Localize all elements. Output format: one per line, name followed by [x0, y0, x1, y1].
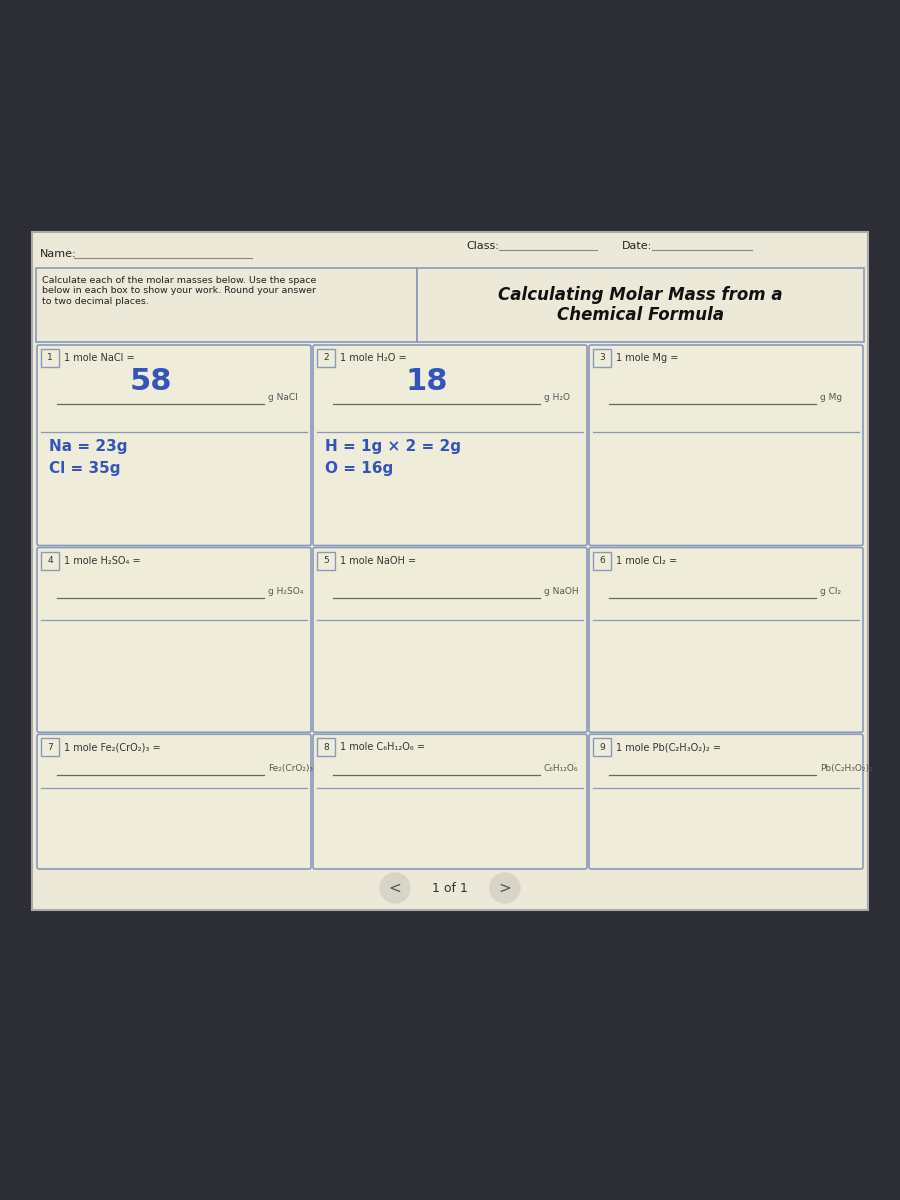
Text: >: > — [499, 881, 511, 895]
Text: 1 mole Pb(C₂H₃O₂)₂ =: 1 mole Pb(C₂H₃O₂)₂ = — [616, 743, 721, 752]
Text: 18: 18 — [405, 367, 448, 396]
Text: 4: 4 — [47, 556, 53, 565]
Text: 2: 2 — [323, 354, 328, 362]
Bar — [41, 349, 59, 367]
Text: g Mg: g Mg — [820, 392, 842, 402]
Bar — [36, 268, 417, 342]
Bar — [32, 232, 868, 910]
FancyBboxPatch shape — [313, 734, 587, 869]
Text: g NaCl: g NaCl — [268, 392, 298, 402]
Text: 1 mole NaCl =: 1 mole NaCl = — [64, 353, 135, 362]
Text: g H₂SO₄: g H₂SO₄ — [268, 588, 303, 596]
Text: Name:: Name: — [40, 248, 76, 259]
Text: 1 mole NaOH =: 1 mole NaOH = — [340, 556, 416, 565]
Bar — [593, 552, 611, 570]
Text: 1 mole Cl₂ =: 1 mole Cl₂ = — [616, 556, 677, 565]
Text: 58: 58 — [130, 367, 172, 396]
Text: Class:: Class: — [467, 241, 500, 251]
Bar — [317, 349, 335, 367]
Text: Calculating Molar Mass from a
Chemical Formula: Calculating Molar Mass from a Chemical F… — [498, 286, 783, 324]
Text: C₆H₁₂O₆: C₆H₁₂O₆ — [544, 763, 579, 773]
FancyBboxPatch shape — [589, 734, 863, 869]
Text: 1 mole Mg =: 1 mole Mg = — [616, 353, 679, 362]
Bar — [41, 552, 59, 570]
Text: 1 mole H₂SO₄ =: 1 mole H₂SO₄ = — [64, 556, 140, 565]
Text: 1 mole Fe₂(CrO₂)₃ =: 1 mole Fe₂(CrO₂)₃ = — [64, 743, 160, 752]
Bar — [593, 349, 611, 367]
Bar — [317, 738, 335, 756]
Bar — [593, 738, 611, 756]
Text: Na = 23g: Na = 23g — [49, 438, 128, 454]
Text: <: < — [389, 881, 401, 895]
Bar — [417, 268, 864, 342]
Text: g Cl₂: g Cl₂ — [820, 588, 842, 596]
Text: 9: 9 — [599, 743, 605, 751]
FancyBboxPatch shape — [313, 547, 587, 732]
Text: Date:: Date: — [622, 241, 652, 251]
Text: H = 1g × 2 = 2g: H = 1g × 2 = 2g — [325, 438, 461, 454]
Text: g H₂O: g H₂O — [544, 392, 570, 402]
FancyBboxPatch shape — [313, 346, 587, 546]
Text: 1 mole H₂O =: 1 mole H₂O = — [340, 353, 407, 362]
FancyBboxPatch shape — [589, 346, 863, 546]
Text: 6: 6 — [599, 556, 605, 565]
FancyBboxPatch shape — [37, 547, 311, 732]
Text: 7: 7 — [47, 743, 53, 751]
Text: Pb(C₂H₃O₂)₂: Pb(C₂H₃O₂)₂ — [820, 763, 873, 773]
FancyBboxPatch shape — [37, 346, 311, 546]
Text: Calculate each of the molar masses below. Use the space
below in each box to sho: Calculate each of the molar masses below… — [42, 276, 317, 306]
Text: g NaOH: g NaOH — [544, 588, 579, 596]
FancyBboxPatch shape — [37, 734, 311, 869]
Text: 5: 5 — [323, 556, 328, 565]
Bar — [41, 738, 59, 756]
Text: Fe₂(CrO₂)₃: Fe₂(CrO₂)₃ — [268, 763, 313, 773]
Circle shape — [490, 874, 520, 902]
Text: O = 16g: O = 16g — [325, 461, 393, 475]
Text: Cl = 35g: Cl = 35g — [49, 461, 121, 475]
Text: 1: 1 — [47, 354, 53, 362]
Circle shape — [380, 874, 410, 902]
Text: 3: 3 — [599, 354, 605, 362]
Text: 1 mole C₆H₁₂O₆ =: 1 mole C₆H₁₂O₆ = — [340, 743, 425, 752]
Bar — [317, 552, 335, 570]
Text: 8: 8 — [323, 743, 328, 751]
Text: 1 of 1: 1 of 1 — [432, 882, 468, 894]
FancyBboxPatch shape — [589, 547, 863, 732]
